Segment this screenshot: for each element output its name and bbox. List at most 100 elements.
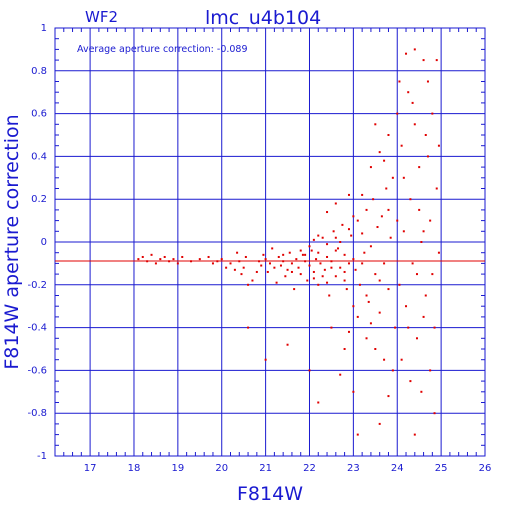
data-point — [426, 155, 429, 158]
data-point — [290, 270, 293, 273]
data-point — [308, 369, 311, 372]
data-point — [398, 80, 401, 83]
data-point — [326, 211, 329, 214]
data-point — [290, 262, 293, 265]
data-point — [352, 305, 355, 308]
data-point — [306, 279, 309, 282]
x-tick-label: 18 — [128, 463, 141, 474]
data-point — [334, 236, 337, 239]
y-axis-label: F814W aperture correction — [1, 114, 23, 369]
data-point — [418, 166, 421, 169]
data-point — [220, 258, 223, 261]
data-point — [321, 236, 324, 239]
data-point — [429, 219, 432, 222]
data-point — [400, 144, 403, 147]
data-point — [277, 255, 280, 258]
data-point — [383, 159, 386, 162]
data-point — [330, 260, 333, 263]
data-point — [244, 255, 247, 258]
data-point — [198, 258, 201, 261]
data-point — [352, 390, 355, 393]
data-point — [319, 262, 322, 265]
data-point — [361, 262, 364, 265]
data-point — [405, 305, 408, 308]
x-tick-label: 23 — [347, 463, 360, 474]
data-point — [260, 264, 263, 267]
data-point — [326, 281, 329, 284]
data-point — [367, 300, 370, 303]
data-point — [424, 294, 427, 297]
data-point — [284, 275, 287, 278]
data-point — [407, 326, 410, 329]
chart-title: lmc_u4b104 — [205, 7, 321, 29]
data-point — [391, 176, 394, 179]
data-point — [312, 270, 315, 273]
y-tick-label: 0 — [41, 237, 47, 248]
data-point — [258, 260, 261, 263]
data-point — [154, 262, 157, 265]
plot-frame — [54, 27, 486, 457]
data-point — [233, 268, 236, 271]
data-point — [339, 266, 342, 269]
data-point — [310, 249, 313, 252]
data-point — [387, 395, 390, 398]
data-point — [264, 358, 267, 361]
data-point — [315, 258, 318, 261]
x-tick-label: 22 — [303, 463, 316, 474]
data-point — [146, 260, 149, 263]
data-point — [269, 262, 271, 265]
data-point — [365, 337, 368, 340]
data-point — [271, 247, 274, 250]
data-point — [341, 223, 344, 226]
data-point — [422, 315, 425, 318]
data-point — [387, 134, 390, 136]
data-point — [413, 48, 416, 51]
data-point — [343, 279, 346, 282]
data-point — [330, 266, 333, 269]
data-point — [356, 433, 359, 436]
data-point — [415, 273, 418, 276]
data-point — [365, 208, 368, 211]
y-tick-label: 1 — [41, 23, 47, 34]
data-point — [317, 234, 320, 237]
data-point — [242, 266, 245, 269]
panel-label: WF2 — [85, 8, 118, 26]
data-point — [422, 230, 425, 233]
data-points — [137, 48, 440, 436]
data-point — [181, 255, 184, 258]
y-tick-label: -0.2 — [27, 280, 47, 291]
data-point — [400, 358, 403, 361]
data-point — [317, 251, 320, 254]
data-point — [387, 208, 390, 211]
data-point — [409, 380, 412, 383]
y-tick-label: 0.6 — [31, 109, 47, 120]
data-point — [374, 273, 377, 276]
data-point — [299, 273, 302, 276]
y-tick-label: -0.4 — [27, 323, 47, 334]
data-point — [299, 249, 302, 252]
data-point — [420, 241, 423, 243]
data-point — [343, 348, 346, 350]
data-point — [229, 262, 232, 265]
data-point — [433, 326, 436, 329]
data-point — [150, 253, 153, 256]
data-point — [372, 198, 375, 201]
data-point — [383, 262, 386, 265]
data-point — [343, 253, 346, 256]
data-point — [247, 283, 250, 286]
data-point — [422, 59, 425, 62]
data-point — [431, 273, 434, 276]
data-point — [435, 187, 438, 190]
x-tick-label: 20 — [215, 463, 228, 474]
data-point — [356, 315, 359, 318]
data-point — [378, 422, 381, 425]
data-point — [282, 260, 285, 263]
data-point — [295, 258, 298, 261]
data-point — [255, 270, 258, 273]
data-point — [137, 258, 140, 261]
data-point — [398, 283, 401, 286]
data-point — [347, 262, 350, 265]
data-point — [365, 294, 368, 297]
data-point — [345, 288, 348, 291]
